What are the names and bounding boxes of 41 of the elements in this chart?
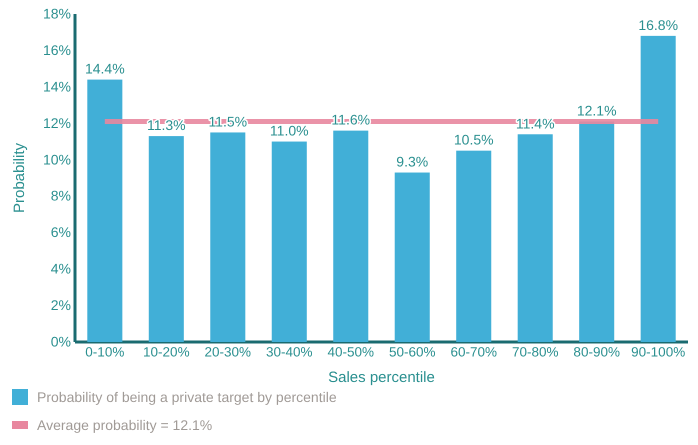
- y-tick-label: 0%: [50, 333, 71, 350]
- x-tick-label: 90-100%: [631, 344, 686, 360]
- data-label: 11.3%: [146, 117, 186, 134]
- bar: [518, 134, 553, 342]
- x-tick-label: 0-10%: [85, 344, 124, 360]
- data-label: 14.4%: [84, 60, 125, 77]
- y-tick-label: 2%: [50, 297, 71, 314]
- bar: [333, 130, 368, 342]
- x-tick-label: 20-30%: [204, 344, 252, 360]
- y-tick-label: 16%: [42, 42, 71, 58]
- x-tick-label: 30-40%: [266, 344, 313, 360]
- data-label: 10.5%: [454, 132, 494, 148]
- data-label: 11.0%: [270, 122, 309, 139]
- data-label: 16.8%: [638, 16, 678, 33]
- x-axis-title: Sales percentile: [328, 369, 435, 386]
- x-tick-label: 40-50%: [327, 344, 374, 360]
- x-tick-label: 50-60%: [388, 344, 436, 360]
- y-tick-label: 4%: [50, 260, 71, 277]
- y-tick-label: 18%: [42, 5, 71, 22]
- legend-label: Probability of being a private target by percentile: [37, 389, 337, 405]
- bar: [456, 150, 492, 342]
- bar: [210, 132, 246, 342]
- y-tick-label: 14%: [42, 78, 71, 94]
- data-label: 9.3%: [396, 154, 428, 170]
- bar: [394, 172, 430, 342]
- y-tick-label: 10%: [42, 151, 71, 168]
- legend-label: Average probability = 12.1%: [37, 417, 212, 433]
- x-tick-label: 70-80%: [512, 344, 558, 360]
- data-label: 12.1%: [576, 102, 617, 119]
- bar: [640, 36, 676, 342]
- bar: [148, 136, 184, 342]
- y-axis-title: Probability: [11, 142, 28, 214]
- bar: [579, 122, 614, 342]
- x-tick-label: 10-20%: [143, 344, 190, 360]
- x-tick-label: 80-90%: [573, 344, 620, 360]
- bar: [87, 80, 122, 342]
- x-tick-label: 60-70%: [450, 344, 497, 360]
- y-tick-label: 6%: [50, 224, 71, 240]
- y-tick-label: 8%: [50, 188, 71, 204]
- bar: [272, 142, 307, 342]
- y-tick-label: 12%: [42, 114, 71, 131]
